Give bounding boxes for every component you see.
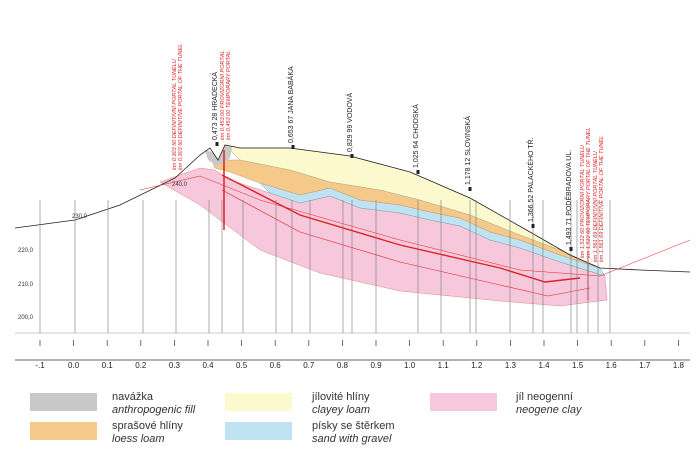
legend-swatch <box>430 393 497 411</box>
terrain-line <box>14 144 691 273</box>
km-label: 0.0 <box>68 361 80 370</box>
station-marker <box>215 142 219 146</box>
km-label: 1.4 <box>538 361 550 370</box>
legend-name-en: neogene clay <box>516 404 583 416</box>
tunnel-line <box>139 175 691 277</box>
portal-label: km 0,303 50 DEFINITIVNÍ PORTÁL TUNELU <box>171 59 178 170</box>
km-label: 0.6 <box>270 361 282 370</box>
portal-label: km 0,303 50 DEFINITIVE PORTAL OF THE TUN… <box>178 44 184 170</box>
legend-swatch <box>30 422 97 440</box>
elevation-label: 210,0 <box>18 282 34 288</box>
station-label: 1,493 71 PODĚBRADOVA UL. <box>564 150 573 245</box>
km-label: 0.4 <box>202 361 214 370</box>
elevation-label: 200,0 <box>18 315 34 321</box>
legend-name-en: clayey loam <box>312 404 370 416</box>
km-label: 0.2 <box>135 361 147 370</box>
station-label: 0,653 67 JANA BABÁKA <box>286 66 295 143</box>
portal-label: km 0,453 00 PROVIZORNÍ PORTÁL <box>219 51 226 140</box>
station-label: 1,366 52 PALACKÉHO TŘ. <box>526 137 535 222</box>
km-label: 1.5 <box>572 361 584 370</box>
portal-label: km 1,512 60 PROVIZORNÍ PORTÁL TUNELU <box>579 145 586 258</box>
km-label: 1.8 <box>673 361 685 370</box>
station-label: 1,178 12 SLOVINSKÁ <box>463 116 472 185</box>
elevation-label: 240,0 <box>172 182 188 188</box>
legend-name: navážka <box>112 391 154 403</box>
legend-name-en: anthropogenic fill <box>112 404 196 416</box>
legend-swatch <box>225 393 292 411</box>
km-label: 0.1 <box>102 361 114 370</box>
legend-swatch <box>30 393 97 411</box>
tunnel-line <box>221 174 581 283</box>
portal-label: km 0,453 00 TEMPORARY PORTAL <box>226 51 232 140</box>
station-marker <box>291 145 295 149</box>
station-marker <box>531 224 535 228</box>
portal-label: km 1,512 60 TEMPORARY PORTAL OF THE TUNE… <box>586 128 592 258</box>
km-label: 0.9 <box>370 361 382 370</box>
km-label: 1.0 <box>404 361 416 370</box>
station-label: 1,025 64 CHODSKÁ <box>411 104 420 168</box>
fill-layer <box>205 146 232 166</box>
station-label: 0,473 28 HRADECKÁ <box>210 72 219 140</box>
km-label: 1.3 <box>505 361 517 370</box>
station-marker <box>569 247 573 251</box>
km-label: 0.5 <box>236 361 248 370</box>
km-label: 0.8 <box>337 361 349 370</box>
legend-name: písky se štěrkem <box>312 420 395 432</box>
km-label: 0.7 <box>303 361 315 370</box>
portal-label: km 1,561 69 DEFINITIVNÍ PORTÁL TUNELU <box>592 151 599 262</box>
station-marker <box>416 170 420 174</box>
km-label: 1.7 <box>639 361 651 370</box>
elevation-label: 230,0 <box>72 214 88 220</box>
legend-name: jílovité hlíny <box>311 391 370 403</box>
km-label: 1.1 <box>438 361 450 370</box>
km-label: 1.6 <box>606 361 618 370</box>
portal-label: km 1,561 69 DEFINITIVE PORTAL OF THE TUN… <box>599 136 605 262</box>
km-label: -.1 <box>35 361 45 370</box>
km-label: 1.2 <box>471 361 483 370</box>
legend-name: sprašové hlíny <box>112 420 183 432</box>
station-marker <box>468 187 472 191</box>
legend-name-en: loess loam <box>112 433 165 445</box>
km-label: 0.3 <box>169 361 181 370</box>
legend-name: jíl neogenní <box>515 391 573 403</box>
legend-swatch <box>225 422 292 440</box>
tunnel-line <box>221 189 591 297</box>
station-marker <box>350 154 354 158</box>
legend-name-en: sand with gravel <box>312 433 392 445</box>
station-label: 0,829 99 VODOVÁ <box>345 93 354 152</box>
elevation-label: 220,0 <box>18 248 34 254</box>
